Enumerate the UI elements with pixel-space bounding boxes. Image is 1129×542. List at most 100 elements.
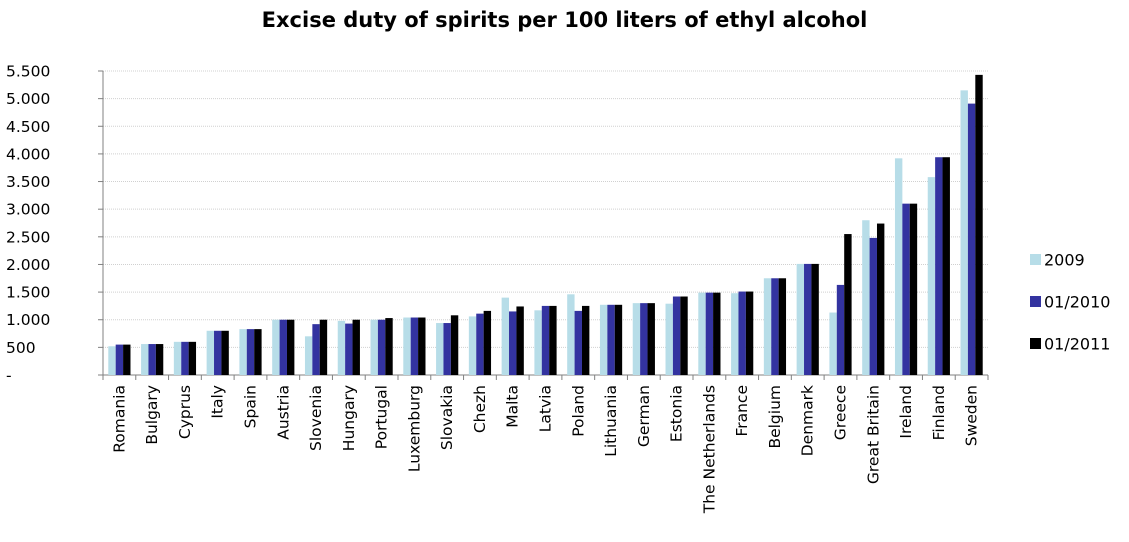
bar-italy-0	[206, 330, 215, 375]
category-label: Luxemburg	[405, 385, 423, 472]
category-label: German	[635, 385, 653, 447]
y-tick-label: 4.500	[6, 118, 50, 136]
legend-swatch	[1030, 338, 1041, 349]
bar-latvia-2	[549, 305, 557, 375]
category-label: Malta	[504, 385, 522, 428]
category-label: The Netherlands	[700, 385, 718, 514]
bar-german-2	[647, 303, 655, 375]
bar-chezh-2	[483, 310, 492, 375]
chart-title: Excise duty of spirits per 100 liters of…	[261, 8, 868, 32]
bar-cyprus-1	[181, 341, 189, 375]
category-label: Romania	[110, 385, 128, 453]
y-tick-label: 2.500	[6, 228, 50, 246]
bar-bulgary-2	[155, 344, 164, 375]
bar-portugal-2	[385, 318, 393, 375]
bar-spain-1	[246, 329, 255, 375]
bar-denmark-1	[804, 263, 812, 375]
bar-cyprus-0	[173, 341, 182, 375]
legend-swatch	[1030, 254, 1041, 265]
bar-spain-0	[239, 329, 247, 375]
category-label: France	[733, 385, 751, 437]
bar-cyprus-2	[188, 341, 197, 375]
bar-finland-2	[942, 157, 950, 375]
bar-spain-2	[254, 329, 262, 375]
y-tick-label: 500	[6, 339, 36, 357]
bar-austria-0	[272, 319, 280, 375]
bar-slovakia-0	[436, 323, 444, 375]
bar-hungary-1	[345, 323, 353, 375]
y-tick-label: 5.500	[6, 63, 50, 81]
legend-label: 2009	[1044, 251, 1085, 270]
y-tick-label: 2.000	[6, 256, 50, 274]
bar-france-2	[745, 291, 754, 375]
bar-german-0	[632, 303, 641, 375]
bar-sweden-0	[960, 90, 968, 375]
bar-chezh-0	[468, 316, 477, 375]
bar-france-0	[731, 293, 739, 375]
category-label: Bulgary	[143, 385, 161, 445]
bar-italy-2	[221, 330, 229, 375]
bar-austria-2	[286, 319, 295, 375]
bar-romania-1	[115, 344, 124, 375]
bar-belgium-2	[778, 278, 787, 375]
bar-hungary-2	[352, 319, 360, 375]
category-label: Cyprus	[176, 385, 194, 439]
bar-portugal-1	[377, 319, 386, 375]
bar-ireland-0	[894, 158, 903, 375]
bar-great-britain-1	[869, 237, 877, 375]
legend-label: 01/2010	[1044, 293, 1110, 312]
bar-slovenia-2	[319, 319, 328, 375]
bar-ireland-1	[902, 203, 910, 375]
bar-slovakia-1	[443, 323, 451, 375]
bar-sweden-1	[967, 103, 976, 376]
bar-malta-0	[501, 297, 510, 375]
bar-finland-1	[935, 157, 943, 375]
category-label: Belgium	[766, 385, 784, 449]
bar-portugal-0	[370, 319, 378, 375]
category-label: Latvia	[537, 385, 555, 432]
bar-estonia-0	[665, 303, 673, 375]
bar-greece-0	[829, 312, 837, 375]
bar-estonia-1	[672, 296, 681, 375]
bar-latvia-1	[541, 305, 550, 375]
bar-luxemburg-1	[410, 317, 419, 375]
bar-the-netherlands-1	[705, 292, 714, 375]
bar-the-netherlands-0	[698, 292, 706, 375]
bar-belgium-1	[771, 278, 779, 375]
category-label: Finland	[930, 385, 948, 440]
legend-label: 01/2011	[1044, 335, 1110, 354]
bar-france-1	[738, 291, 746, 375]
bar-denmark-2	[811, 263, 819, 375]
bar-luxemburg-2	[418, 317, 426, 375]
y-tick-label: 4.000	[6, 145, 50, 163]
bar-lithuania-1	[607, 304, 615, 375]
category-label: Portugal	[373, 385, 391, 449]
category-label: Hungary	[340, 385, 358, 451]
bar-estonia-2	[680, 296, 688, 375]
legend-swatch	[1030, 296, 1041, 307]
bar-romania-2	[123, 344, 131, 375]
category-label: Italy	[209, 385, 227, 419]
category-label: Spain	[242, 385, 260, 428]
bar-malta-2	[516, 306, 524, 375]
y-tick-label: 1.000	[6, 311, 50, 329]
category-label: Great Britain	[864, 385, 882, 484]
category-label: Austria	[274, 385, 292, 440]
bar-romania-0	[108, 346, 116, 375]
bar-poland-0	[567, 294, 575, 375]
category-label: Lithuania	[602, 385, 620, 457]
bar-ireland-2	[909, 203, 918, 375]
bar-bulgary-0	[141, 344, 149, 375]
category-label: Slovenia	[307, 385, 325, 451]
category-label: Poland	[569, 385, 587, 437]
bar-latvia-0	[534, 310, 542, 375]
category-label: Estonia	[668, 385, 686, 442]
bar-greece-1	[836, 284, 845, 375]
bar-finland-0	[927, 177, 936, 375]
bar-sweden-2	[975, 74, 983, 376]
y-tick-label: 3.500	[6, 173, 50, 191]
y-tick-label: 1.500	[6, 284, 50, 302]
bar-luxemburg-0	[403, 317, 411, 375]
bar-slovenia-1	[312, 324, 320, 375]
